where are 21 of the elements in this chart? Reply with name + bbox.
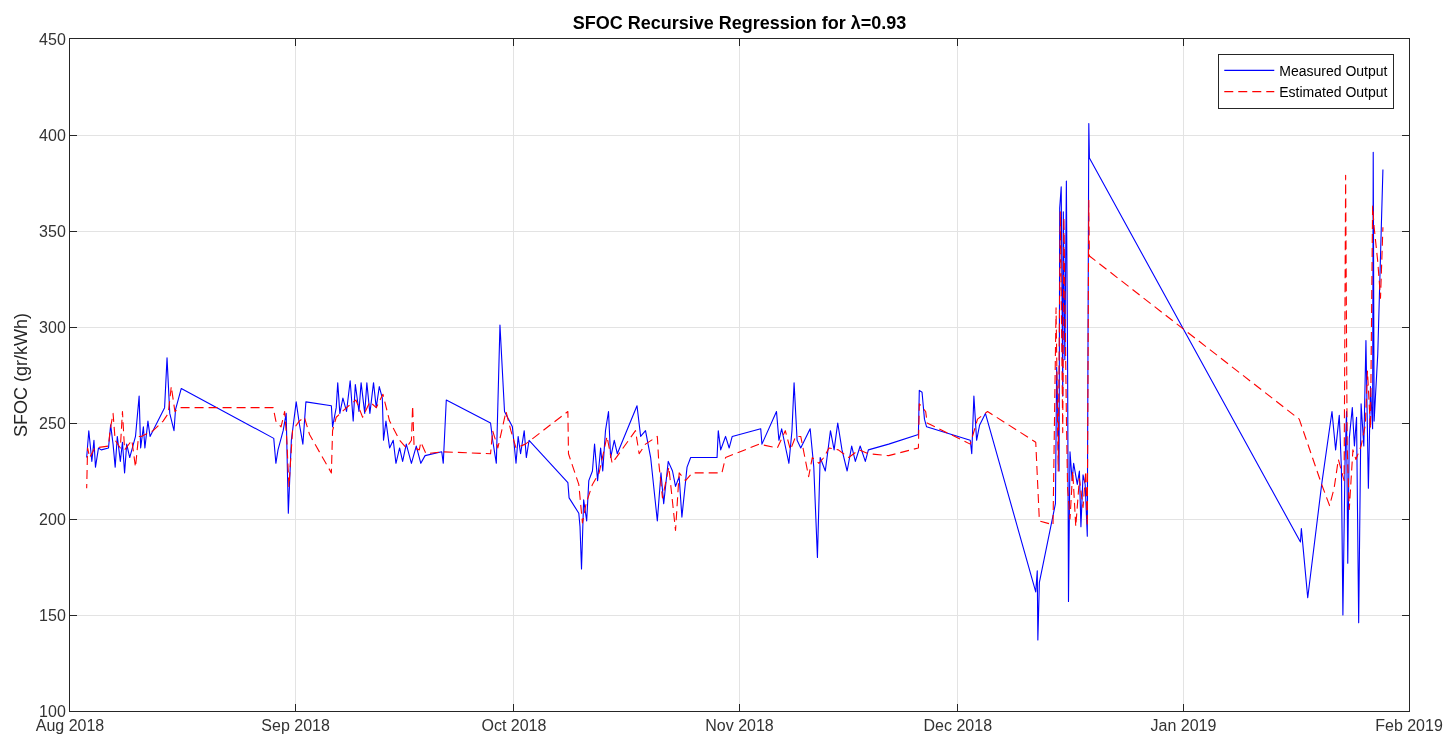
y-tick-label: 250 — [39, 414, 66, 432]
x-tick-label: Aug 2018 — [35, 717, 105, 735]
x-tick-label: Nov 2018 — [705, 717, 774, 735]
chart-title: SFOC Recursive Regression for λ=0.93 — [572, 13, 907, 34]
y-tick-label: 150 — [39, 606, 66, 624]
y-tick-label: 100 — [39, 702, 66, 720]
y-tick-label: 300 — [39, 318, 66, 336]
x-tick-label: Sep 2018 — [261, 717, 330, 735]
x-tick-label: Dec 2018 — [923, 717, 993, 735]
x-tick-label: Feb 2019 — [1375, 717, 1443, 735]
x-tick-label: Oct 2018 — [481, 717, 547, 735]
y-tick-label: 350 — [39, 222, 66, 240]
y-tick-label: 200 — [39, 510, 66, 528]
legend-label: Measured Output — [1279, 62, 1388, 79]
line-series — [86, 174, 1384, 532]
legend-label: Estimated Output — [1279, 84, 1388, 101]
line-series — [86, 122, 1384, 641]
y-axis-title: SFOC (gr/kWh) — [11, 313, 32, 437]
x-tick-label: Jan 2019 — [1150, 717, 1217, 735]
y-tick-label: 400 — [39, 126, 66, 144]
y-tick-label: 450 — [39, 30, 66, 48]
